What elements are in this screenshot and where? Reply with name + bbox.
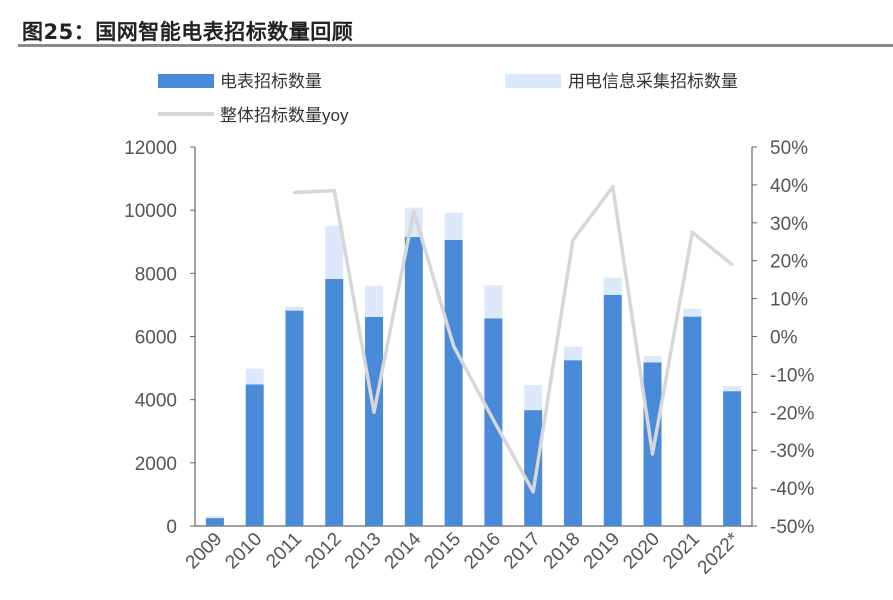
left-tick-label: 8000 [135, 264, 177, 285]
left-tick-label: 4000 [135, 391, 177, 412]
yoy-point-2011 [292, 190, 296, 194]
right-tick-label: -50% [770, 517, 814, 538]
bar-collector-2010 [245, 368, 264, 385]
bar-meter-2021 [683, 316, 702, 526]
bar-collector-2016 [484, 285, 503, 319]
yoy-point-2012 [332, 189, 336, 193]
left-tick-label: 0 [166, 517, 177, 538]
legend-swatch-collector [505, 74, 561, 88]
x-tick-label: 2013 [341, 529, 386, 574]
bar-collector-2021 [683, 308, 702, 317]
bar-meter-2014 [404, 237, 423, 526]
right-axis-ticks: -50% -40% -30% -20% -10% 0% 10% 20% 30% 40% 50% [752, 138, 814, 538]
left-tick-label: 6000 [135, 328, 177, 349]
legend-label-collector: 用电信息采集招标数量 [568, 72, 738, 91]
bar-meter-2015 [444, 239, 463, 527]
right-tick-label: 40% [770, 176, 808, 197]
right-tick-label: -10% [770, 365, 814, 386]
bar-meter-2017 [524, 410, 543, 526]
legend-label-yoy: 整体招标数量yoy [220, 106, 349, 125]
yoy-point-2019 [611, 185, 615, 189]
yoy-point-2014 [412, 209, 416, 213]
left-tick-label: 12000 [124, 138, 177, 159]
bar-meter-2011 [285, 310, 304, 526]
x-tick-label: 2015 [420, 529, 465, 574]
bar-meter-2018 [563, 360, 582, 526]
legend: 电表招标数量 用电信息采集招标数量 整体招标数量yoy [158, 72, 738, 125]
x-axis-labels: 2009201020112012201320142015201620172018… [182, 528, 744, 578]
right-tick-label: -40% [770, 479, 814, 500]
bar-collector-2020 [643, 356, 662, 363]
bar-collector-2012 [325, 225, 344, 280]
legend-label-meter: 电表招标数量 [220, 72, 322, 91]
legend-swatch-meter [158, 74, 214, 88]
yoy-point-2022* [730, 262, 734, 266]
x-tick-label: 2019 [580, 529, 625, 574]
bar-meter-2012 [325, 279, 344, 526]
x-tick-label: 2011 [262, 529, 306, 573]
right-tick-label: -20% [770, 403, 814, 424]
x-tick-label: 2014 [381, 528, 426, 573]
yoy-line [292, 185, 734, 494]
bar-collector-2022* [723, 386, 742, 392]
yoy-point-2015 [452, 344, 456, 348]
yoy-point-2018 [571, 238, 575, 242]
right-tick-label: 20% [770, 252, 808, 273]
yoy-point-2017 [531, 490, 535, 494]
bar-meter-2022* [723, 391, 742, 526]
right-tick-label: 10% [770, 290, 808, 311]
x-tick-label: 2020 [619, 529, 664, 574]
yoy-point-2013 [372, 410, 376, 414]
bar-collector-2011 [285, 306, 304, 311]
bar-collector-2018 [563, 346, 582, 361]
x-tick-label: 2022* [694, 528, 744, 578]
x-tick-label: 2009 [182, 529, 227, 574]
bar-meter-2019 [603, 294, 622, 526]
right-tick-label: 0% [770, 328, 798, 349]
bar-collector-2013 [365, 285, 384, 317]
title-rule [18, 44, 893, 47]
bar-collector-2009 [205, 516, 224, 519]
yoy-point-2016 [491, 418, 495, 422]
yoy-series-line [294, 185, 734, 494]
bar-collector-2017 [524, 385, 543, 411]
left-tick-label: 2000 [135, 454, 177, 475]
bar-collector-2015 [444, 212, 463, 240]
x-tick-label: 2010 [221, 529, 266, 574]
right-tick-label: -30% [770, 441, 814, 462]
x-tick-label: 2016 [460, 529, 505, 574]
left-axis-ticks: 0 2000 4000 6000 8000 10000 12000 [124, 138, 195, 538]
bars [205, 207, 742, 527]
figure-title: 图25：国网智能电表招标数量回顾 [22, 20, 354, 44]
bar-collector-2019 [603, 277, 622, 295]
left-tick-label: 10000 [124, 201, 177, 222]
x-tick-label: 2018 [540, 529, 585, 574]
bar-meter-2009 [205, 518, 224, 526]
yoy-point-2020 [651, 452, 655, 456]
right-tick-label: 30% [770, 214, 808, 235]
bar-meter-2013 [365, 316, 384, 526]
x-tick-label: 2017 [500, 529, 545, 574]
yoy-point-2021 [690, 230, 694, 234]
bar-meter-2010 [245, 384, 264, 526]
x-tick-label: 2012 [301, 529, 346, 574]
right-tick-label: 50% [770, 138, 808, 159]
